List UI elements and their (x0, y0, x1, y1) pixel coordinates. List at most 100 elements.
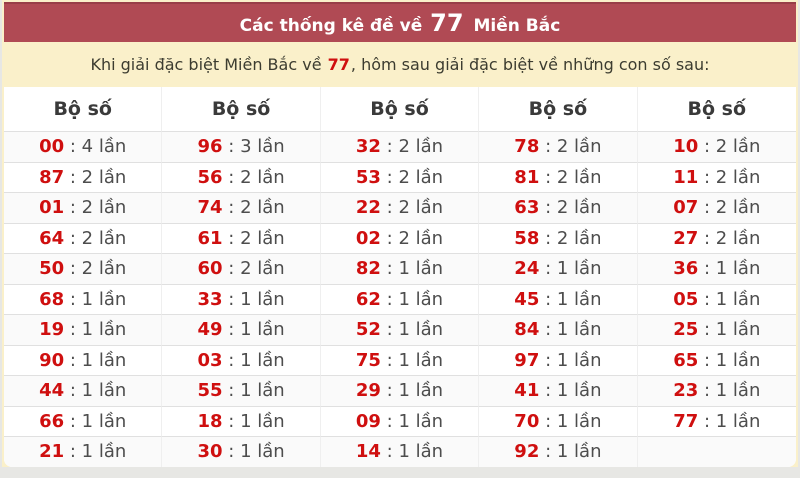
occurrence-count: : 2 lần (222, 197, 285, 218)
stat-cell: 33 : 1 lần (162, 283, 321, 314)
lottery-number: 82 (355, 258, 381, 279)
occurrence-count: : 2 lần (380, 166, 444, 188)
occurrence-count: : 1 lần (380, 349, 444, 371)
stat-cell: 81 : 2 lần (479, 161, 638, 192)
occurrence-count: : 1 lần (64, 380, 127, 401)
stat-cell: 65 : 1 lần (637, 344, 796, 376)
occurrence-count: : 2 lần (539, 166, 602, 188)
stat-cell: 44 : 1 lần (4, 375, 163, 406)
stat-cell: 11 : 2 lần (637, 161, 796, 193)
lottery-number: 44 (39, 380, 65, 401)
lottery-number: 05 (673, 288, 699, 310)
subtitle-before: Khi giải đặc biệt Miền Bắc về (90, 55, 327, 74)
stat-cell: 78 : 2 lần (479, 131, 638, 162)
lottery-number: 29 (355, 380, 381, 401)
lottery-number: 21 (39, 441, 65, 462)
stat-cell: 77 : 1 lần (637, 405, 796, 437)
title-suffix: Miền Bắc (467, 15, 561, 36)
lottery-number: 63 (514, 197, 540, 218)
lottery-number: 75 (355, 349, 381, 371)
stat-cell: 60 : 2 lần (162, 253, 321, 284)
lottery-number: 84 (514, 319, 540, 340)
occurrence-count: : 1 lần (698, 349, 761, 371)
stat-cell: 52 : 1 lần (320, 314, 480, 345)
occurrence-count: : 1 lần (539, 441, 602, 462)
occurrence-count: : 3 lần (222, 136, 285, 157)
lottery-number: 49 (197, 319, 223, 340)
occurrence-count: : 1 lần (539, 319, 602, 340)
occurrence-count: : 1 lần (698, 380, 761, 401)
stat-cell: 74 : 2 lần (162, 192, 321, 223)
lottery-number: 41 (514, 380, 540, 401)
occurrence-count: : 2 lần (698, 166, 761, 188)
column-header: Bộ số (162, 87, 321, 131)
occurrence-count: : 1 lần (222, 380, 285, 401)
subtitle-text: Khi giải đặc biệt Miền Bắc về 77, hôm sa… (90, 55, 709, 74)
occurrence-count: : 1 lần (539, 258, 602, 279)
lottery-number: 62 (355, 288, 381, 310)
column-header: Bộ số (687, 98, 747, 120)
occurrence-count: : 1 lần (539, 288, 602, 310)
lottery-number: 27 (673, 227, 699, 249)
lottery-number: 45 (514, 288, 540, 310)
occurrence-count: : 1 lần (698, 288, 761, 310)
occurrence-count: : 1 lần (64, 349, 127, 371)
occurrence-count: : 1 lần (64, 441, 127, 462)
lottery-number: 66 (39, 410, 65, 432)
stat-cell: 84 : 1 lần (479, 314, 638, 345)
occurrence-count: : 2 lần (380, 227, 444, 249)
occurrence-count: : 2 lần (222, 227, 285, 249)
stat-cell: 19 : 1 lần (4, 314, 163, 345)
stat-cell: 09 : 1 lần (320, 405, 480, 436)
stat-cell: 75 : 1 lần (320, 344, 480, 375)
lottery-number: 60 (197, 258, 223, 279)
lottery-number: 19 (39, 319, 65, 340)
table-row: 66 : 1 lần 18 : 1 lần 09 : 1 lần 70 : 1 lần… (4, 405, 796, 437)
empty-cell (637, 436, 796, 467)
stat-cell: 29 : 1 lần (320, 375, 480, 406)
lottery-number: 61 (197, 227, 223, 249)
table-row: 19 : 1 lần 49 : 1 lần 52 : 1 lần 84 : 1 lần… (4, 314, 796, 345)
stat-cell: 14 : 1 lần (320, 436, 480, 467)
occurrence-count: : 2 lần (698, 136, 761, 157)
occurrence-count: : 2 lần (698, 227, 761, 249)
subtitle-after: , hôm sau giải đặc biệt về những con số … (350, 55, 710, 74)
occurrence-count: : 1 lần (64, 288, 127, 310)
occurrence-count: : 1 lần (380, 258, 444, 279)
occurrence-count: : 2 lần (380, 197, 444, 218)
occurrence-count: : 1 lần (698, 410, 761, 432)
lottery-number: 97 (514, 349, 540, 371)
lottery-number: 52 (355, 319, 381, 340)
lottery-number: 07 (673, 197, 699, 218)
lottery-number: 33 (197, 288, 223, 310)
statistics-table: Bộ số Bộ số Bộ số Bộ số Bộ số 00 : 4 lần 96 : … (4, 87, 796, 467)
stat-cell: 05 : 1 lần (637, 283, 796, 315)
occurrence-count: : 1 lần (222, 441, 285, 462)
occurrence-count: : 1 lần (380, 441, 444, 462)
lottery-number: 11 (673, 166, 699, 188)
column-header: Bộ số (321, 87, 480, 131)
lottery-number: 70 (514, 410, 540, 432)
table-row: 90 : 1 lần 03 : 1 lần 75 : 1 lần 97 : 1 lần… (4, 344, 796, 376)
stat-cell: 10 : 2 lần (637, 131, 796, 162)
table-header-row: Bộ số Bộ số Bộ số Bộ số Bộ số (4, 87, 796, 131)
occurrence-count: : 1 lần (222, 410, 285, 432)
stat-cell: 87 : 2 lần (4, 161, 163, 192)
occurrence-count: : 2 lần (539, 136, 602, 157)
stat-cell: 49 : 1 lần (162, 314, 321, 345)
stat-cell: 01 : 2 lần (4, 192, 163, 223)
lottery-number: 92 (514, 441, 540, 462)
lottery-number: 36 (673, 258, 699, 279)
occurrence-count: : 1 lần (222, 319, 285, 340)
stat-cell: 32 : 2 lần (320, 131, 480, 162)
stat-cell: 25 : 1 lần (637, 314, 796, 345)
table-row: 87 : 2 lần 56 : 2 lần 53 : 2 lần 81 : 2 lần… (4, 161, 796, 193)
occurrence-count: : 2 lần (539, 227, 602, 249)
stat-cell: 36 : 1 lần (637, 253, 796, 284)
stat-cell: 30 : 1 lần (162, 436, 321, 467)
subtitle-number-77: 77 (327, 55, 350, 74)
lottery-number: 96 (197, 136, 223, 157)
lottery-number: 02 (355, 227, 381, 249)
lottery-number: 03 (197, 349, 223, 371)
occurrence-count: : 2 lần (64, 227, 127, 249)
